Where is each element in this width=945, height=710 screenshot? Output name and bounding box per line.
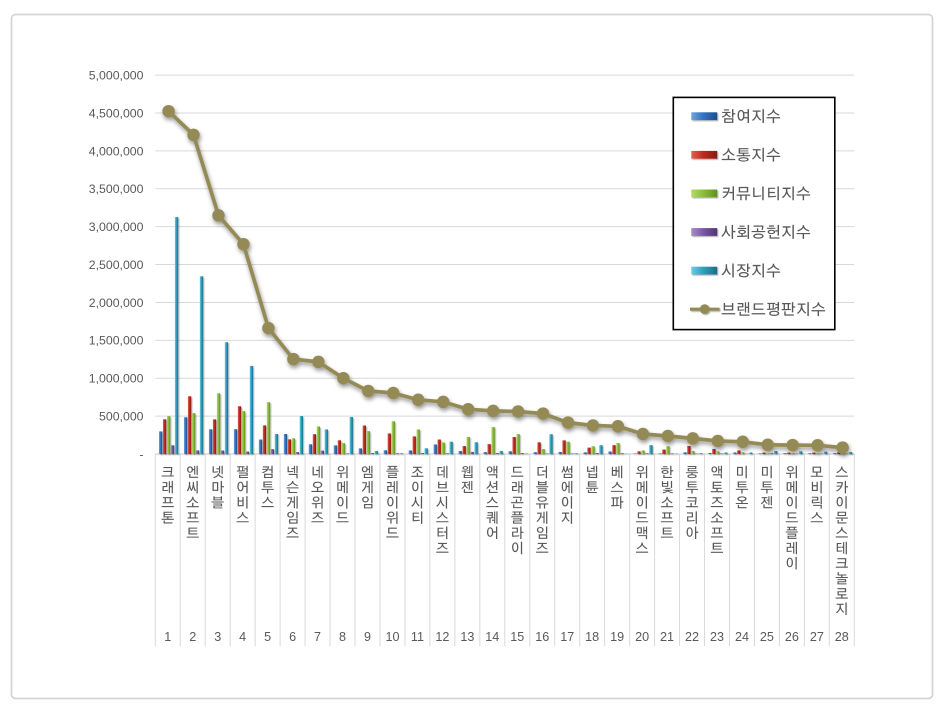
svg-text:3: 3	[214, 630, 221, 644]
svg-text:20: 20	[635, 630, 649, 644]
svg-text:22: 22	[685, 630, 699, 644]
svg-text:21: 21	[660, 630, 674, 644]
svg-text:1,500,000: 1,500,000	[89, 334, 144, 348]
svg-text:2: 2	[189, 630, 196, 644]
svg-text:24: 24	[735, 630, 749, 644]
svg-text:9: 9	[364, 630, 371, 644]
svg-text:1: 1	[164, 630, 171, 644]
svg-text:3,500,000: 3,500,000	[89, 182, 144, 196]
svg-text:5,000,000: 5,000,000	[89, 69, 144, 83]
svg-text:4,000,000: 4,000,000	[89, 144, 144, 158]
svg-text:8: 8	[339, 630, 346, 644]
svg-text:17: 17	[560, 630, 574, 644]
svg-text:1,000,000: 1,000,000	[89, 372, 144, 386]
svg-text:26: 26	[785, 630, 799, 644]
svg-text:2,500,000: 2,500,000	[89, 258, 144, 272]
svg-text:4: 4	[239, 630, 246, 644]
svg-text:4,500,000: 4,500,000	[89, 106, 144, 120]
svg-text:11: 11	[411, 630, 424, 644]
svg-text:27: 27	[810, 630, 824, 644]
svg-text:12: 12	[435, 630, 449, 644]
svg-text:6: 6	[289, 630, 296, 644]
svg-text:3,000,000: 3,000,000	[89, 220, 144, 234]
svg-text:2,000,000: 2,000,000	[89, 296, 144, 310]
svg-text:18: 18	[585, 630, 599, 644]
svg-text:500,000: 500,000	[99, 410, 144, 424]
svg-text:19: 19	[610, 630, 624, 644]
svg-text:28: 28	[835, 630, 849, 644]
svg-text:14: 14	[485, 630, 499, 644]
svg-text:16: 16	[535, 630, 549, 644]
svg-text:13: 13	[460, 630, 474, 644]
svg-text:5: 5	[264, 630, 271, 644]
svg-text:23: 23	[710, 630, 724, 644]
svg-text:15: 15	[510, 630, 524, 644]
svg-text:10: 10	[385, 630, 399, 644]
svg-text:7: 7	[314, 630, 321, 644]
svg-text:25: 25	[760, 630, 774, 644]
svg-text:-: -	[139, 447, 143, 461]
